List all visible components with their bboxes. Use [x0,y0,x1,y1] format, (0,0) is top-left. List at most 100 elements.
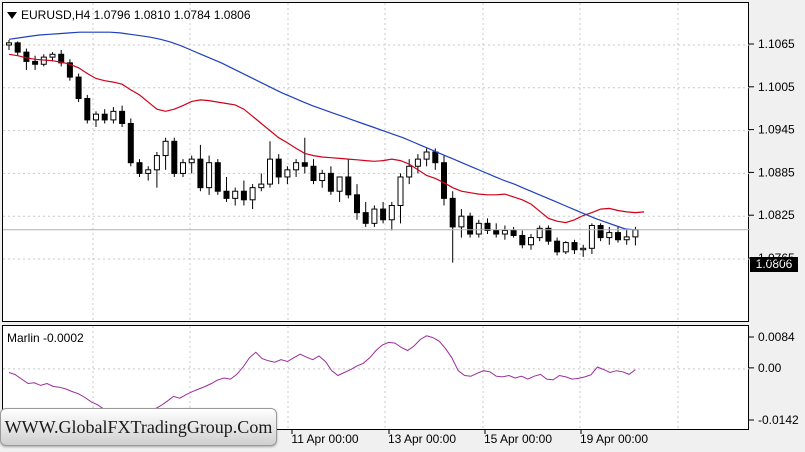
candle [449,191,456,263]
candle [153,152,160,188]
candle-body [554,240,561,253]
candle-body [380,208,387,221]
candle [58,49,65,67]
candle-body [267,158,273,185]
candle-body [188,158,195,164]
candle-body [240,190,247,201]
candle [240,180,247,206]
candle-body [162,140,169,157]
candle [293,159,300,177]
x-tick-label: 11 Apr 00:00 [291,432,358,446]
moving-average-fast-line [8,53,645,224]
candle-body [136,162,143,174]
candle [101,109,108,124]
candle [345,159,352,199]
candle [319,169,326,188]
candle [49,52,56,62]
candle [588,223,595,255]
candle [406,159,413,185]
candle-body [406,165,413,178]
candle [232,187,239,206]
y-tick-label: 1.0885 [758,165,795,179]
candle [197,144,204,192]
candle [519,230,526,249]
y-tick-label: 1.0945 [758,123,795,137]
candle [467,212,474,238]
candle-body [362,212,369,224]
candle [458,209,465,238]
candle [188,155,195,174]
candle-body [301,162,308,167]
candle-body [223,190,230,199]
candle [371,205,378,227]
candle-body [623,236,630,241]
candle [510,226,517,238]
candle-body [101,113,108,121]
menu-triangle-icon[interactable] [7,12,17,20]
price-chart[interactable] [3,3,750,323]
candle-body [615,232,621,241]
candle-body [597,224,604,239]
candle [145,166,152,181]
candle [75,73,82,103]
candle-body [310,165,317,182]
candle [580,244,587,257]
y-tick-label: 1.1005 [758,80,795,94]
candle-body [258,183,265,189]
candle [136,159,143,177]
watermark-banner: WWW.GlobalFXTradingGroup.Com [0,408,277,446]
candle-body [414,158,421,167]
candle-body [275,158,282,178]
candle-body [6,42,12,46]
candle [180,159,186,177]
candle [380,201,387,224]
candle-body [510,229,517,236]
candle-body [571,242,578,251]
candle [171,137,178,177]
chart-title: EURUSD,H4 1.0796 1.0810 1.0784 1.0806 [7,8,251,22]
candle [284,166,291,185]
candle-body [580,247,587,251]
x-tick-label: 13 Apr 00:00 [388,432,456,446]
price-chart-panel[interactable]: EURUSD,H4 1.0796 1.0810 1.0784 1.0806 [2,2,750,323]
candle [528,234,534,250]
candle [554,237,561,256]
candle-body [249,187,256,201]
candle-body [354,194,360,214]
candle [14,41,21,56]
candle-body [284,169,291,178]
candle-body [206,162,213,189]
candle [66,59,73,81]
candle [493,223,500,238]
symbol-ohlc-label: EURUSD,H4 1.0796 1.0810 1.0784 1.0806 [21,8,251,22]
candle-body [493,229,500,235]
candle-body [110,110,117,121]
candle [301,137,308,174]
candle-body [293,162,300,171]
candle [623,229,630,245]
candle-body [93,113,99,121]
candle-body [632,229,639,238]
candle-body [606,232,613,239]
candle [571,239,578,255]
candle-body [153,155,160,171]
candle-body [171,140,178,174]
candle-body [449,197,456,228]
candle-body [536,227,543,239]
candle [223,176,230,202]
indicator-title: Marlin -0.0002 [7,331,84,345]
candle-body [214,162,221,192]
candle-body [432,151,439,164]
candle [275,154,282,185]
candle-body [327,172,334,192]
candle-body [467,215,474,235]
candle-body [475,222,482,235]
candle-body [458,215,465,228]
moving-average-slow-line [8,31,636,231]
candle-body [319,172,326,182]
x-tick-label: 15 Apr 00:00 [484,432,552,446]
candle [23,48,30,70]
candle [484,218,491,235]
candle [32,55,39,70]
candle-body [127,122,134,164]
